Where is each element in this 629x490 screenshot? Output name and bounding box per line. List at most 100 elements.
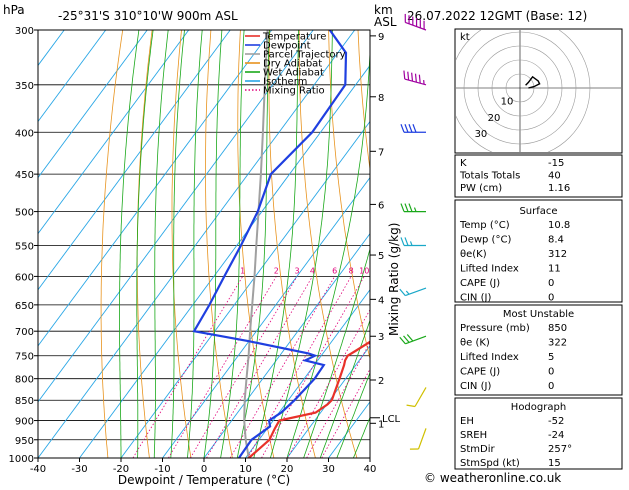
hodograph-unit-label: kt [460, 32, 470, 43]
wind-barb-feather [405, 204, 408, 212]
mixing-ratio-line [322, 276, 421, 458]
asl-unit-label: ASL [374, 15, 397, 29]
wind-barb-staff [405, 336, 426, 344]
index-value: -15 [548, 158, 564, 169]
most-unstable-value: 322 [548, 338, 567, 349]
most-unstable-title: Most Unstable [503, 309, 574, 320]
dry-adiabat-line [623, 30, 629, 458]
temperature-tick-label: 40 [364, 464, 377, 475]
wind-barb-staff [418, 428, 426, 449]
wind-barb-feather [401, 204, 404, 212]
most-unstable-value: 5 [548, 352, 554, 363]
index-value: 40 [548, 171, 561, 182]
km-tick-label: 6 [378, 200, 384, 211]
hodograph-index-value: -24 [548, 430, 564, 441]
dry-adiabat-line [101, 30, 123, 458]
surface-label: Temp (°C) [459, 220, 510, 231]
wind-barb-feather [413, 124, 416, 132]
footer-copyright: © weatheronline.co.uk [424, 471, 561, 485]
surface-value: 10.8 [548, 220, 570, 231]
mixing-ratio-line [133, 276, 243, 458]
hodograph-index-label: StmSpd (kt) [460, 458, 520, 469]
mixing-ratio-label: 25 [416, 266, 426, 275]
hodograph-index-value: -52 [548, 416, 564, 427]
x-axis-title: Dewpoint / Temperature (°C) [118, 473, 290, 486]
most-unstable-label: θe (K) [460, 338, 490, 349]
hodograph-index-label: EH [460, 416, 474, 427]
wind-barb [401, 204, 426, 212]
hodograph-index-label: StmDir [460, 444, 495, 455]
wind-barb-feather [408, 72, 409, 81]
mixing-ratio-label: 3 [295, 266, 300, 275]
km-tick-label: 9 [378, 32, 384, 43]
surface-value: 0 [548, 278, 554, 289]
wind-barb-feather [407, 335, 413, 341]
most-unstable-value: 0 [548, 381, 554, 392]
wind-barb-feather [409, 124, 412, 132]
wind-barb-feather [405, 124, 408, 132]
km-tick-label: 8 [378, 93, 384, 104]
index-label: Totals Totals [459, 171, 520, 182]
pressure-tick-label: 300 [15, 26, 34, 37]
temperature-tick-label: -30 [71, 464, 87, 475]
pressure-tick-label: 650 [15, 301, 34, 312]
pressure-tick-label: 750 [15, 352, 34, 363]
surface-label: Dewp (°C) [460, 235, 511, 246]
wind-barb [401, 237, 426, 245]
isotherm-line [0, 30, 272, 458]
surface-value: 8.4 [548, 235, 564, 246]
wind-barb-feather [407, 405, 415, 406]
lcl-label: LCL [382, 414, 401, 425]
most-unstable-label: Lifted Index [460, 352, 519, 363]
wet-adiabat-line [154, 30, 168, 458]
wind-barb [400, 335, 426, 344]
mixing-ratio-label: 1 [240, 266, 245, 275]
wind-barb [401, 124, 426, 132]
most-unstable-value: 850 [548, 323, 567, 334]
pressure-tick-label: 550 [15, 241, 34, 252]
wet-adiabat-line [187, 30, 202, 458]
km-tick-label: 2 [378, 376, 384, 387]
pressure-tick-label: 900 [15, 417, 34, 428]
pressure-unit-label: hPa [3, 3, 25, 17]
pressure-tick-label: 400 [15, 128, 34, 139]
most-unstable-label: Pressure (mb) [460, 323, 530, 334]
wet-adiabat-line [120, 30, 139, 458]
wind-barb-feather [401, 124, 404, 132]
pressure-tick-label: 450 [15, 170, 34, 181]
date-title: 26.07.2022 12GMT (Base: 12) [407, 9, 587, 23]
isotherm-line [0, 30, 230, 458]
wind-barb-staff [405, 288, 426, 296]
most-unstable-label: CAPE (J) [460, 367, 500, 378]
hodograph-index-label: SREH [460, 430, 487, 441]
hodograph-index-title: Hodograph [511, 402, 566, 413]
wind-barb-feather [404, 336, 410, 342]
surface-label: CIN (J) [460, 293, 491, 304]
hodograph-ring-label: 10 [501, 96, 514, 107]
plot-axes: 3003504004505005506006507007508008509009… [9, 26, 401, 486]
hodograph-index-value: 257° [548, 444, 572, 455]
most-unstable-label: CIN (J) [460, 381, 491, 392]
wind-barb-feather [401, 237, 404, 245]
km-tick-label: 3 [378, 332, 384, 343]
dry-adiabat-line [137, 30, 152, 458]
wind-barb [400, 288, 426, 296]
pressure-tick-label: 500 [15, 208, 34, 219]
index-value: 1.16 [548, 183, 570, 194]
dry-adiabat-line [172, 30, 191, 458]
pressure-tick-label: 950 [15, 436, 34, 447]
temperature-tick-label: 30 [322, 464, 335, 475]
hodograph-index-value: 15 [548, 458, 561, 469]
most-unstable-value: 0 [548, 367, 554, 378]
wind-barb-feather [419, 75, 420, 84]
index-label: PW (cm) [460, 183, 502, 194]
surface-title: Surface [519, 206, 557, 217]
wind-barbs [400, 14, 426, 449]
wind-barb-feather [404, 71, 405, 80]
mixing-ratio-line [288, 276, 389, 458]
surface-label: Lifted Index [460, 264, 519, 275]
surface-value: 11 [548, 264, 561, 275]
mixing-ratio-label: 4 [310, 266, 315, 275]
mixing-ratio-label: 8 [349, 266, 354, 275]
